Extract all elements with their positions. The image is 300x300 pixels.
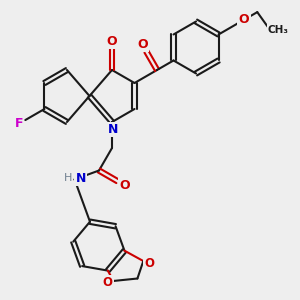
Text: O: O	[238, 13, 249, 26]
Text: N: N	[108, 123, 118, 136]
Text: N: N	[75, 172, 86, 185]
Text: O: O	[144, 256, 154, 269]
Text: O: O	[107, 35, 117, 48]
Text: CH₃: CH₃	[268, 25, 289, 35]
Text: H: H	[63, 173, 72, 183]
Text: O: O	[137, 38, 148, 51]
Text: O: O	[119, 179, 130, 192]
Text: F: F	[15, 117, 23, 130]
Text: O: O	[103, 277, 112, 290]
